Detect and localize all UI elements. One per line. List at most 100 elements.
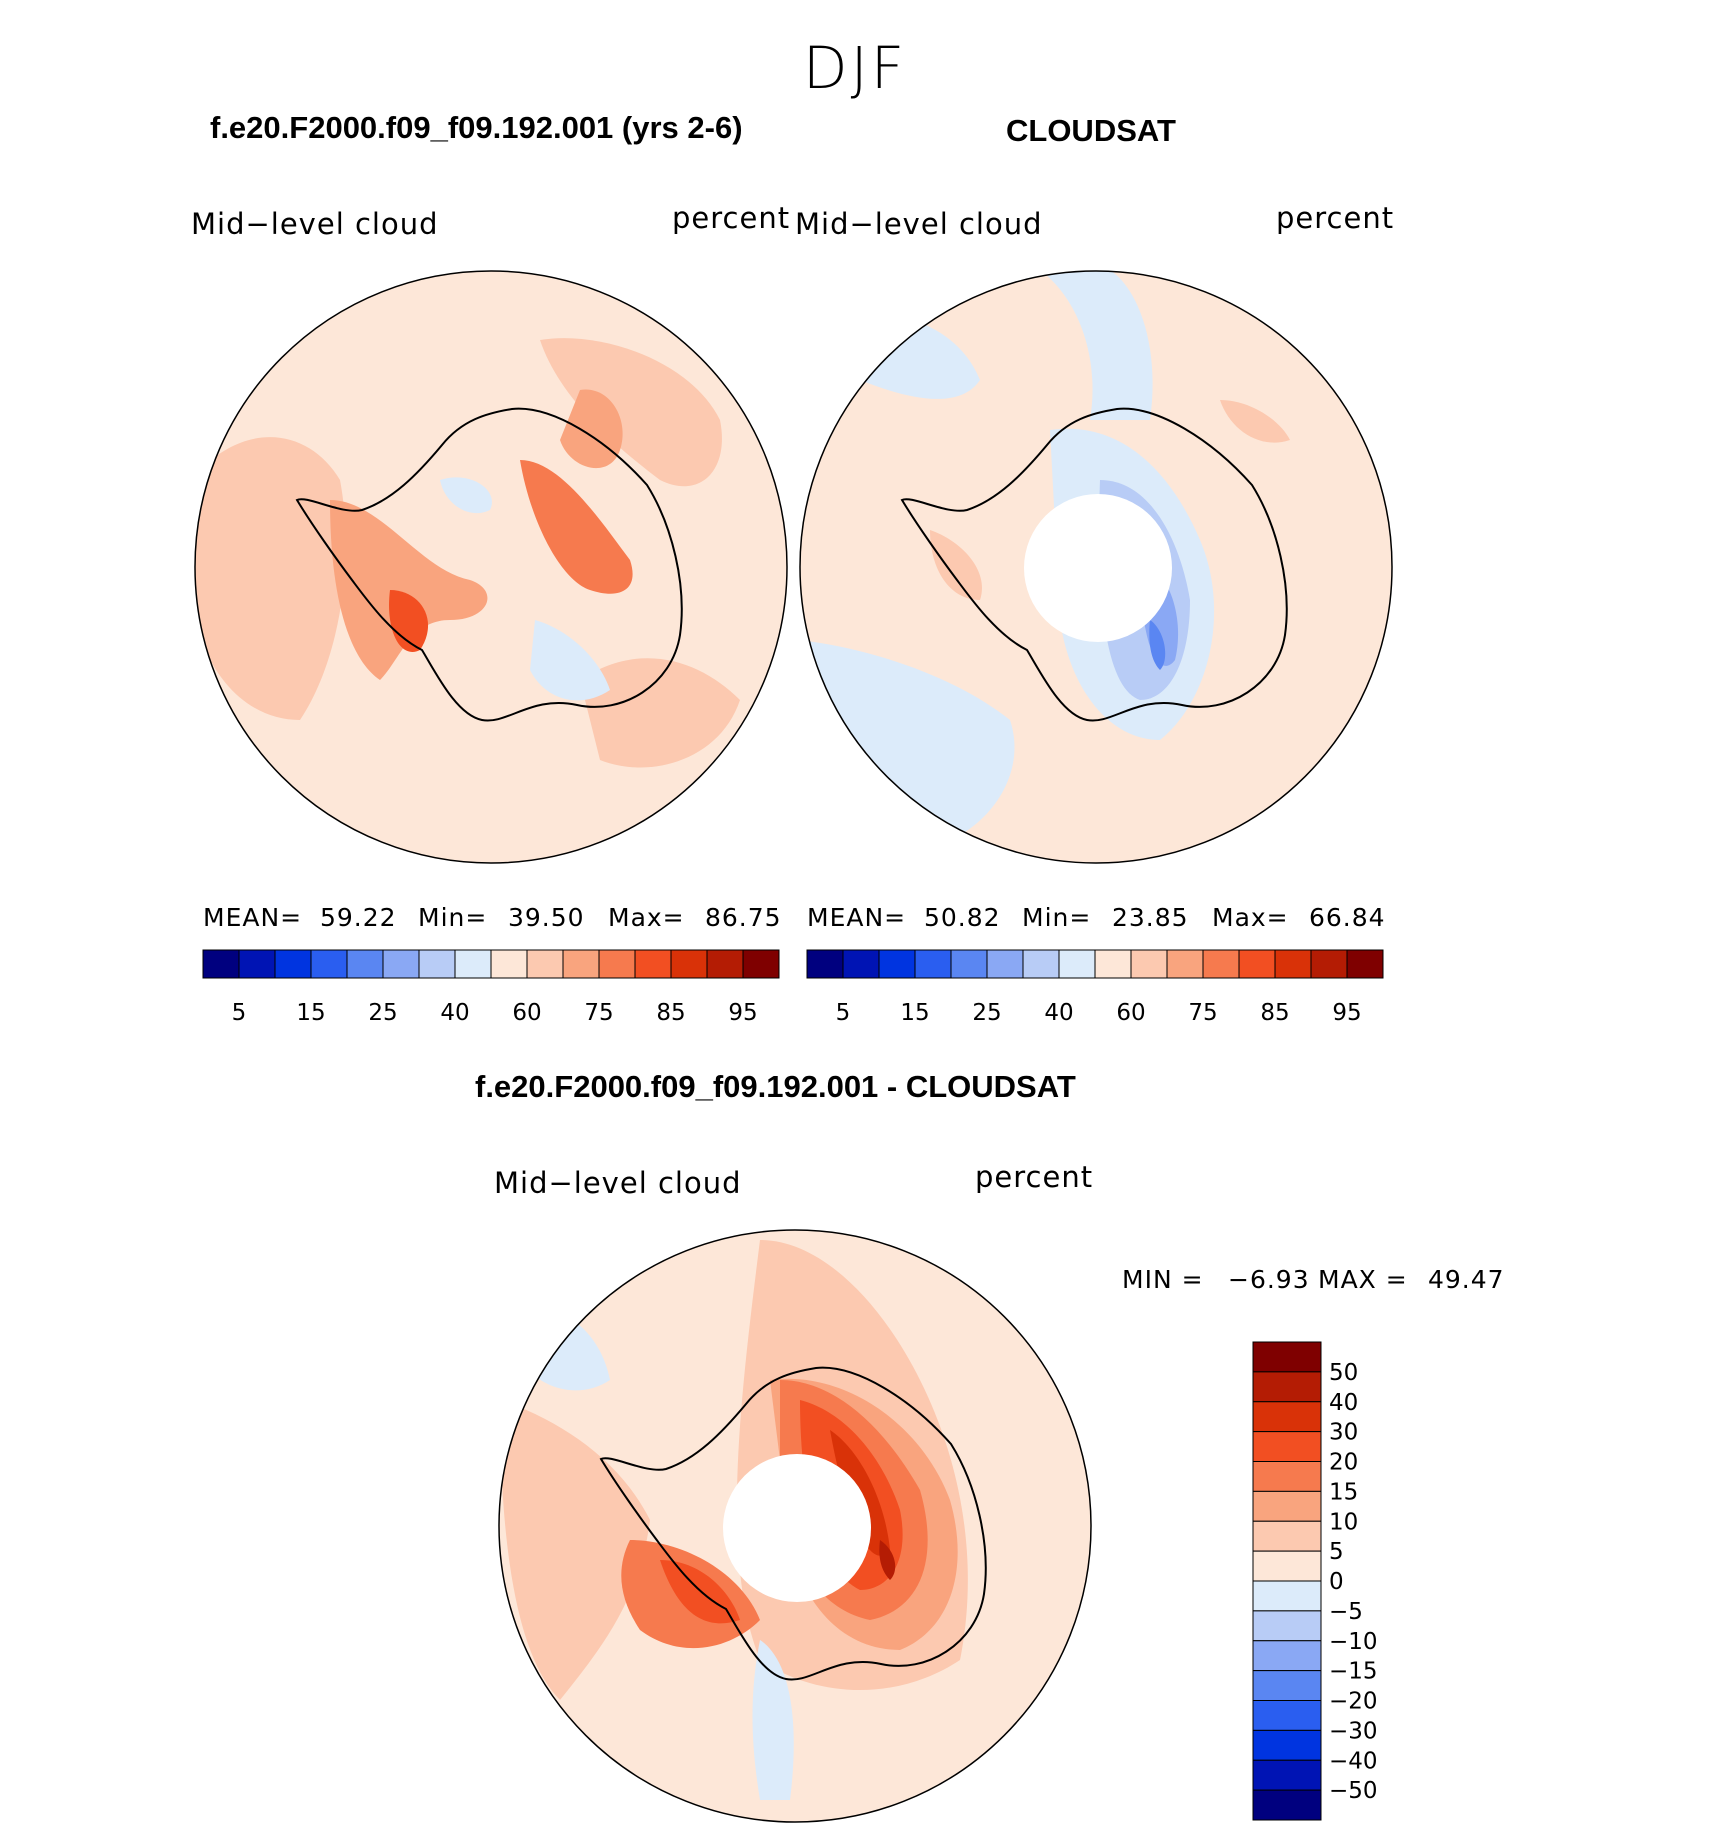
diff-colorbar-tick-label: −5 [1329,1599,1363,1625]
diff-min-label: MIN = [1122,1265,1204,1294]
model-colorbar-tick-label: 75 [584,1000,613,1026]
diff-polar-map [499,1230,1091,1822]
diff-colorbar-tick-label: 30 [1329,1420,1358,1446]
model-colorbar-swatch [238,949,276,979]
diff-max-label: MAX = [1318,1265,1408,1294]
diff-units-label: percent [975,1160,1094,1194]
season-title: DJF [802,34,908,102]
model-colorbar-swatch [490,949,528,979]
model-colorbar-swatch [706,949,744,979]
model-colorbar: 5 15 25 40 60 75 85 95 [202,949,780,1026]
model-max-label: Max= [608,903,685,932]
model-colorbar-swatch [670,949,708,979]
diff-colorbar-tick-label: −50 [1329,1778,1378,1804]
obs-colorbar-tick-label: 5 [836,1000,851,1026]
model-variable-label: Mid−level cloud [191,207,439,241]
diff-colorbar-tick-label: 5 [1329,1539,1344,1565]
model-max-value: 86.75 [705,903,782,932]
obs-colorbar-swatch [1202,949,1240,979]
obs-colorbar-swatch [986,949,1024,979]
model-units-label: percent [672,201,791,235]
model-colorbar-swatch [526,949,564,979]
model-min-value: 39.50 [508,903,585,932]
diff-colorbar-swatch [1252,1789,1322,1821]
model-colorbar-tick-label: 25 [368,1000,397,1026]
diff-colorbar-tick-label: 0 [1329,1569,1344,1595]
obs-colorbar-swatch [1022,949,1060,979]
diff-colorbar-tick-label: −30 [1329,1718,1378,1744]
diff-min-value: −6.93 [1228,1265,1310,1294]
diff-colorbar-swatch [1252,1520,1322,1552]
model-colorbar-swatch [202,949,240,979]
obs-colorbar-swatch [1094,949,1132,979]
model-colorbar-swatch [634,949,672,979]
diff-colorbar-tick-label: −15 [1329,1659,1378,1685]
diff-colorbar-swatch [1252,1580,1322,1612]
model-colorbar-swatch [346,949,384,979]
obs-variable-label: Mid−level cloud [795,207,1043,241]
diff-colorbar-swatch [1252,1401,1322,1433]
diff-colorbar-swatch [1252,1759,1322,1791]
obs-colorbar-swatch [1310,949,1348,979]
diff-colorbar-swatch [1252,1640,1322,1672]
obs-colorbar-tick-label: 60 [1116,1000,1145,1026]
diff-colorbar-tick-label: −20 [1329,1689,1378,1715]
obs-colorbar-swatch [1130,949,1168,979]
diff-colorbar-swatch [1252,1341,1322,1373]
diff-colorbar-tick-label: 15 [1329,1479,1358,1505]
diff-colorbar-swatch [1252,1431,1322,1462]
diff-colorbar-tick-label: −10 [1329,1629,1378,1655]
obs-colorbar-tick-label: 85 [1260,1000,1289,1026]
obs-colorbar-tick-label: 40 [1044,1000,1073,1026]
model-colorbar-swatch [382,949,420,979]
obs-colorbar-tick-label: 75 [1188,1000,1217,1026]
obs-panel-title: CLOUDSAT [1006,113,1176,148]
obs-colorbar-swatch [806,949,844,979]
model-colorbar-tick-label: 85 [656,1000,685,1026]
diff-map-border [498,1229,1092,1823]
obs-max-value: 66.84 [1309,903,1386,932]
model-colorbar-tick-label: 5 [232,1000,247,1026]
diff-colorbar-tick-label: 50 [1329,1360,1358,1386]
model-mean-value: 59.22 [320,903,397,932]
model-colorbar-swatch [310,949,348,979]
diff-colorbar-swatch [1252,1550,1322,1582]
model-colorbar-tick-label: 60 [512,1000,541,1026]
obs-colorbar-swatch [1274,949,1312,979]
model-colorbar-tick-label: 15 [296,1000,325,1026]
obs-map-border [799,270,1393,864]
model-colorbar-swatch [418,949,456,979]
model-colorbar-swatch [742,949,780,979]
model-colorbar-swatch [274,949,312,979]
model-panel-title: f.e20.F2000.f09_f09.192.001 (yrs 2-6) [210,110,743,145]
diff-colorbar-tick-label: −40 [1329,1748,1378,1774]
diff-colorbar-swatch [1252,1610,1322,1642]
diff-colorbar-swatch [1252,1700,1322,1731]
obs-colorbar-swatch [1166,949,1204,979]
obs-colorbar-swatch [914,949,952,979]
obs-colorbar-tick-label: 15 [900,1000,929,1026]
diff-colorbar-swatch [1252,1729,1322,1761]
obs-colorbar-tick-label: 25 [972,1000,1001,1026]
diff-max-value: 49.47 [1428,1265,1505,1294]
diff-colorbar-swatch [1252,1490,1322,1522]
obs-mean-label: MEAN= [807,903,907,932]
obs-colorbar-swatch [950,949,988,979]
obs-polar-map [800,271,1392,863]
obs-colorbar-swatch [1238,949,1276,979]
obs-colorbar: 5 15 25 40 60 75 85 95 [806,949,1384,1026]
obs-colorbar-tick-label: 95 [1332,1000,1361,1026]
model-mean-label: MEAN= [203,903,303,932]
model-min-label: Min= [418,903,488,932]
model-colorbar-swatch [562,949,600,979]
diff-colorbar-swatch [1252,1371,1322,1403]
obs-max-label: Max= [1212,903,1289,932]
model-map-border [194,270,788,864]
diff-colorbar-tick-label: 40 [1329,1390,1358,1416]
obs-colorbar-swatch [1058,949,1096,979]
diff-colorbar-tick-label: 20 [1329,1450,1358,1476]
obs-mean-value: 50.82 [924,903,1001,932]
obs-colorbar-swatch [1346,949,1384,979]
